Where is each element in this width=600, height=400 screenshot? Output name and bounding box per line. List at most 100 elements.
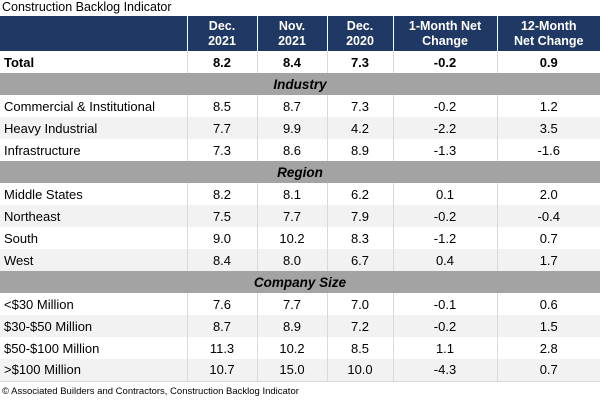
cell-value: 7.3 (326, 95, 393, 117)
table-row: Northeast 7.5 7.7 7.9 -0.2 -0.4 (0, 205, 600, 227)
cell-value: 1.7 (496, 249, 600, 271)
cell-value: 10.2 (256, 227, 327, 249)
table-row: Infrastructure 7.3 8.6 8.9 -1.3 -1.6 (0, 139, 600, 161)
cell-value: 7.6 (186, 293, 257, 315)
cell-value: 0.7 (496, 359, 600, 382)
cell-value: 8.3 (326, 227, 393, 249)
table-row: <$30 Million 7.6 7.7 7.0 -0.1 0.6 (0, 293, 600, 315)
cell-value: 6.7 (326, 249, 393, 271)
backlog-table: Dec. 2021 Nov. 2021 Dec. 2020 1-Month Ne… (0, 16, 600, 382)
row-label: Infrastructure (0, 139, 187, 161)
column-header-blank (0, 16, 187, 51)
cell-value: 7.2 (326, 315, 393, 337)
column-header-1-month-net-change: 1-Month Net Change (392, 16, 497, 51)
cell-value: 8.7 (186, 315, 257, 337)
cell-value: 7.5 (186, 205, 257, 227)
section-header-row: Region (0, 161, 600, 183)
table-row: West 8.4 8.0 6.7 0.4 1.7 (0, 249, 600, 271)
row-label: Commercial & Institutional (0, 95, 187, 117)
cell-value: 8.9 (326, 139, 393, 161)
source-attribution: © Associated Builders and Contractors, C… (2, 385, 299, 397)
cell-value: 10.0 (326, 359, 393, 382)
column-header-line1: 1-Month Net (408, 18, 482, 33)
cell-value: 0.6 (496, 293, 600, 315)
cell-value: 11.3 (186, 337, 257, 359)
table-row: Commercial & Institutional 8.5 8.7 7.3 -… (0, 95, 600, 117)
cell-value: 10.2 (256, 337, 327, 359)
table-row: >$100 Million 10.7 15.0 10.0 -4.3 0.7 (0, 359, 600, 382)
cell-value: 3.5 (496, 117, 600, 139)
cell-value: 8.7 (256, 95, 327, 117)
cell-value: -1.3 (392, 139, 497, 161)
column-header-line2: 2021 (208, 33, 236, 48)
table-row: $30-$50 Million 8.7 8.9 7.2 -0.2 1.5 (0, 315, 600, 337)
column-header-line1: 12-Month (520, 18, 577, 33)
cell-value: 6.2 (326, 183, 393, 205)
column-header-dec-2021: Dec. 2021 (186, 16, 257, 51)
table-row: $50-$100 Million 11.3 10.2 8.5 1.1 2.8 (0, 337, 600, 359)
cell-value: 7.0 (326, 293, 393, 315)
cell-value: -4.3 (392, 359, 497, 382)
cell-value: 7.7 (256, 293, 327, 315)
cell-value: -1.6 (496, 139, 600, 161)
cell-value: 8.5 (186, 95, 257, 117)
row-label: Total (0, 51, 187, 73)
cell-value: 8.2 (186, 51, 257, 73)
cell-value: 15.0 (256, 359, 327, 382)
section-header-region: Region (0, 161, 600, 183)
cell-value: 1.1 (392, 337, 497, 359)
column-header-line2: Change (422, 33, 468, 48)
cell-value: 7.7 (256, 205, 327, 227)
cell-value: 8.4 (256, 51, 327, 73)
row-label: Middle States (0, 183, 187, 205)
table-row: Heavy Industrial 7.7 9.9 4.2 -2.2 3.5 (0, 117, 600, 139)
cell-value: 2.8 (496, 337, 600, 359)
row-label: $30-$50 Million (0, 315, 187, 337)
cell-value: -1.2 (392, 227, 497, 249)
cell-value: 8.5 (326, 337, 393, 359)
cell-value: 0.9 (496, 51, 600, 73)
cell-value: 7.3 (326, 51, 393, 73)
row-label: Northeast (0, 205, 187, 227)
cell-value: 9.9 (256, 117, 327, 139)
column-header-line1: Dec. (208, 18, 236, 33)
row-label: >$100 Million (0, 359, 187, 382)
cell-value: 0.1 (392, 183, 497, 205)
column-header-line2: 2021 (278, 33, 306, 48)
cell-value: 8.4 (186, 249, 257, 271)
row-label: <$30 Million (0, 293, 187, 315)
cell-value: 8.6 (256, 139, 327, 161)
section-header-row: Company Size (0, 271, 600, 293)
column-header-line1: Dec. (346, 18, 374, 33)
row-label: Heavy Industrial (0, 117, 187, 139)
cell-value: 0.7 (496, 227, 600, 249)
cell-value: 2.0 (496, 183, 600, 205)
column-header-12-month-net-change: 12-Month Net Change (496, 16, 600, 51)
cell-value: -0.1 (392, 293, 497, 315)
table-row: South 9.0 10.2 8.3 -1.2 0.7 (0, 227, 600, 249)
section-header-company-size: Company Size (0, 271, 600, 293)
row-label: $50-$100 Million (0, 337, 187, 359)
cell-value: 8.9 (256, 315, 327, 337)
cell-value: 1.2 (496, 95, 600, 117)
cell-value: 8.1 (256, 183, 327, 205)
cell-value: 10.7 (186, 359, 257, 382)
cell-value: 8.0 (256, 249, 327, 271)
column-header-line2: 2020 (346, 33, 374, 48)
cell-value: -0.4 (496, 205, 600, 227)
cell-value: 7.7 (186, 117, 257, 139)
cell-value: -0.2 (392, 315, 497, 337)
row-label: South (0, 227, 187, 249)
table-row-total: Total 8.2 8.4 7.3 -0.2 0.9 (0, 51, 600, 73)
column-header-nov-2021: Nov. 2021 (256, 16, 327, 51)
column-header-dec-2020: Dec. 2020 (326, 16, 393, 51)
cell-value: 7.3 (186, 139, 257, 161)
page-title: Construction Backlog Indicator (2, 0, 172, 14)
cell-value: -0.2 (392, 51, 497, 73)
section-header-industry: Industry (0, 73, 600, 95)
cell-value: -0.2 (392, 205, 497, 227)
cell-value: 7.9 (326, 205, 393, 227)
column-header-line2: Net Change (514, 33, 584, 48)
table-header-row: Dec. 2021 Nov. 2021 Dec. 2020 1-Month Ne… (0, 16, 600, 51)
